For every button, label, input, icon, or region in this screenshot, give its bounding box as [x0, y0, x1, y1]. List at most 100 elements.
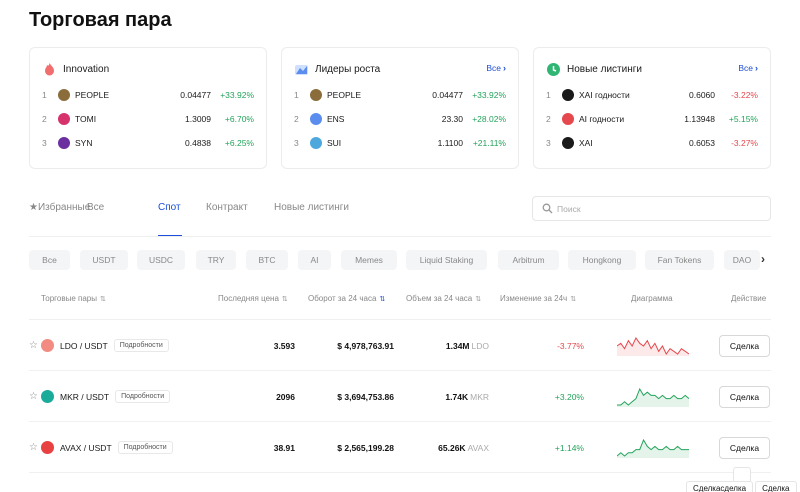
tab-contract[interactable]: Контракт	[206, 202, 248, 213]
list-item[interactable]: 1 PEOPLE 0.04477 +33.92%	[42, 87, 254, 103]
floating-trade-button[interactable]: Сделкасделка	[686, 481, 754, 492]
chip-hongkong[interactable]: Hongkong	[568, 250, 636, 270]
turnover: $ 4,978,763.91	[337, 340, 394, 351]
divider	[29, 236, 771, 237]
sparkline-line	[617, 438, 689, 457]
pair-name[interactable]: LDO / USDT	[60, 340, 108, 351]
tab-new-listings[interactable]: Новые листинги	[274, 202, 349, 213]
coin-change: +6.25%	[224, 138, 254, 148]
view-all-link[interactable]: Все ›	[738, 63, 758, 73]
chip-usdc[interactable]: USDC	[137, 250, 185, 270]
details-button[interactable]: Подробности	[115, 390, 171, 403]
floating-actions: Сделкасделка Сделка	[686, 481, 799, 492]
pair-cell: ☆ LDO / USDT Подробности	[29, 320, 169, 371]
header-label: Торговые пары	[41, 294, 98, 303]
tab-favorites[interactable]: ★Избранные	[29, 202, 90, 213]
floating-trade-button-2[interactable]: Сделка	[755, 481, 797, 492]
list-item[interactable]: 2 ENS 23.30 +28.02%	[294, 111, 506, 127]
volume: 1.74K MKR	[409, 371, 489, 422]
header-label: Изменение за 24ч	[500, 294, 568, 303]
volume-unit: MKR	[470, 391, 489, 402]
pair-name[interactable]: MKR / USDT	[60, 391, 110, 402]
chip-fan-tokens[interactable]: Fan Tokens	[645, 250, 714, 270]
xai-coin-icon	[562, 89, 574, 101]
list-item[interactable]: 3 SUI 1.1100 +21.11%	[294, 135, 506, 151]
list-item[interactable]: 3 SYN 0.4838 +6.25%	[42, 135, 254, 151]
rank: 2	[546, 114, 551, 124]
search-input[interactable]: Поиск	[532, 196, 771, 221]
header-turnover[interactable]: Оборот за 24 часа ⇅	[308, 294, 385, 303]
avax-coin-icon	[41, 441, 54, 454]
rank: 3	[294, 138, 299, 148]
header-change[interactable]: Изменение за 24ч ⇅	[500, 294, 576, 303]
star-outline-icon[interactable]: ☆	[29, 391, 38, 402]
volume-value: 1.34M	[445, 340, 470, 351]
ens-coin-icon	[310, 113, 322, 125]
table-row[interactable]: ☆ MKR / USDT Подробности 2096 $ 3,694,75…	[29, 371, 771, 422]
coin-change: -3.27%	[731, 138, 758, 148]
volume: 1.34M LDO	[409, 320, 489, 371]
coin-price: 23.30	[441, 114, 463, 124]
list-item[interactable]: 3 XAI 0.6053 -3.27%	[546, 135, 758, 151]
header-pair[interactable]: Торговые пары ⇅	[41, 294, 106, 303]
rank: 2	[294, 114, 299, 124]
header-label: Оборот за 24 часа	[308, 294, 377, 303]
card-title: Лидеры роста	[315, 63, 381, 75]
chevron-right-icon[interactable]: ›	[761, 252, 765, 266]
coin-change: +5.15%	[728, 114, 758, 124]
list-item[interactable]: 1 PEOPLE 0.04477 +33.92%	[294, 87, 506, 103]
chip-liquid-staking[interactable]: Liquid Staking	[406, 250, 487, 270]
chip-usdt[interactable]: USDT	[80, 250, 128, 270]
trade-button[interactable]: Сделка	[719, 386, 770, 408]
xai-coin-icon	[562, 137, 574, 149]
view-all-label: Все	[738, 63, 753, 73]
table-row[interactable]: ☆ LDO / USDT Подробности 3.593 $ 4,978,7…	[29, 320, 771, 371]
chip-try[interactable]: TRY	[196, 250, 236, 270]
coin-change: +33.92%	[220, 90, 254, 100]
change: +3.20%	[554, 391, 584, 402]
ldo-coin-icon	[41, 339, 54, 352]
coin-name: SUI	[327, 138, 342, 148]
star-outline-icon[interactable]: ☆	[29, 442, 38, 453]
rank: 3	[42, 138, 47, 148]
tab-all[interactable]: Все	[87, 202, 105, 213]
view-all-link[interactable]: Все ›	[486, 63, 506, 73]
coin-change: -3.22%	[731, 90, 758, 100]
header-volume[interactable]: Объем за 24 часа ⇅	[406, 294, 481, 303]
chip-ai[interactable]: AI	[298, 250, 331, 270]
view-all-label: Все	[486, 63, 501, 73]
coin-name: XAI	[579, 138, 593, 148]
sparkline-chart	[617, 387, 689, 407]
sort-icon: ⇅	[379, 295, 386, 303]
chip-memes[interactable]: Memes	[341, 250, 397, 270]
coin-change: +28.02%	[472, 114, 506, 124]
header-chart: Диаграмма	[631, 294, 673, 303]
coin-name: SYN	[75, 138, 93, 148]
chip-btc[interactable]: BTC	[246, 250, 288, 270]
volume-value: 1.74K	[445, 391, 469, 402]
details-button[interactable]: Подробности	[113, 339, 169, 352]
table-row[interactable]: ☆ AVAX / USDT Подробности 38.91 $ 2,565,…	[29, 422, 771, 473]
rank: 1	[294, 90, 299, 100]
trade-button[interactable]: Сделка	[719, 437, 770, 459]
coin-price: 0.6053	[689, 138, 715, 148]
tab-spot[interactable]: Спот	[158, 202, 181, 213]
list-item[interactable]: 1 XAI годности 0.6060 -3.22%	[546, 87, 758, 103]
list-item[interactable]: 2 AI годности 1.13948 +5.15%	[546, 111, 758, 127]
chip-dao[interactable]: DAO	[724, 250, 760, 270]
chip-arbitrum[interactable]: Arbitrum	[498, 250, 559, 270]
list-item[interactable]: 2 TOMI 1.3009 +6.70%	[42, 111, 254, 127]
pair-cell: ☆ AVAX / USDT Подробности	[29, 422, 173, 473]
chip-all[interactable]: Все	[29, 250, 70, 270]
coin-change: +21.11%	[472, 138, 506, 148]
change: -3.77%	[557, 340, 584, 351]
star-outline-icon[interactable]: ☆	[29, 340, 38, 351]
pair-name[interactable]: AVAX / USDT	[60, 442, 112, 453]
details-button[interactable]: Подробности	[117, 441, 173, 454]
coin-price: 0.4838	[185, 138, 211, 148]
coin-change: +33.92%	[472, 90, 506, 100]
turnover: $ 3,694,753.86	[337, 391, 394, 402]
trade-button[interactable]: Сделка	[719, 335, 770, 357]
divider	[29, 319, 771, 320]
header-last-price[interactable]: Последняя цена ⇅	[218, 294, 288, 303]
